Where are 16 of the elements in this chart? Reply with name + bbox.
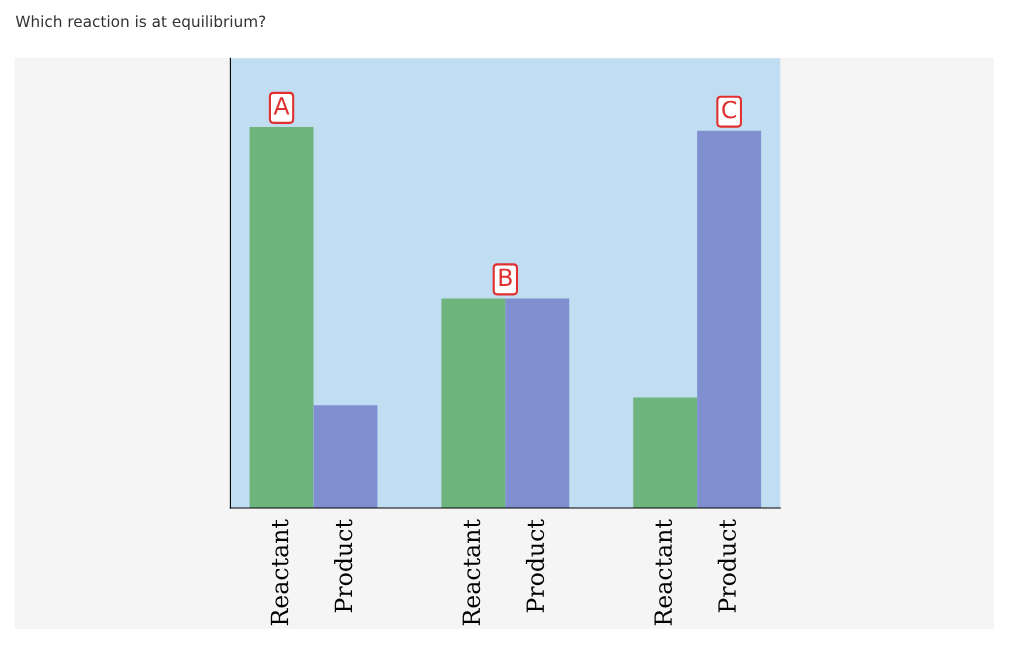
chart-title: Which reaction is at equilibrium? [15,15,266,31]
bar [313,405,378,509]
bar [249,126,314,509]
x-tick-label: Product [717,519,736,613]
text: C [722,100,737,119]
x-tick-label: Reactant [270,519,289,626]
x-tick-label: Product [334,519,353,613]
annotation: B [499,268,512,286]
bar [633,397,698,509]
x-tick-label: Reactant [654,519,673,626]
x-tick-label: Product [525,519,545,613]
bar [505,298,570,509]
bar [441,298,506,509]
bar [697,130,762,509]
text: A [273,97,290,115]
x-tick-label: Reactant [462,519,481,626]
